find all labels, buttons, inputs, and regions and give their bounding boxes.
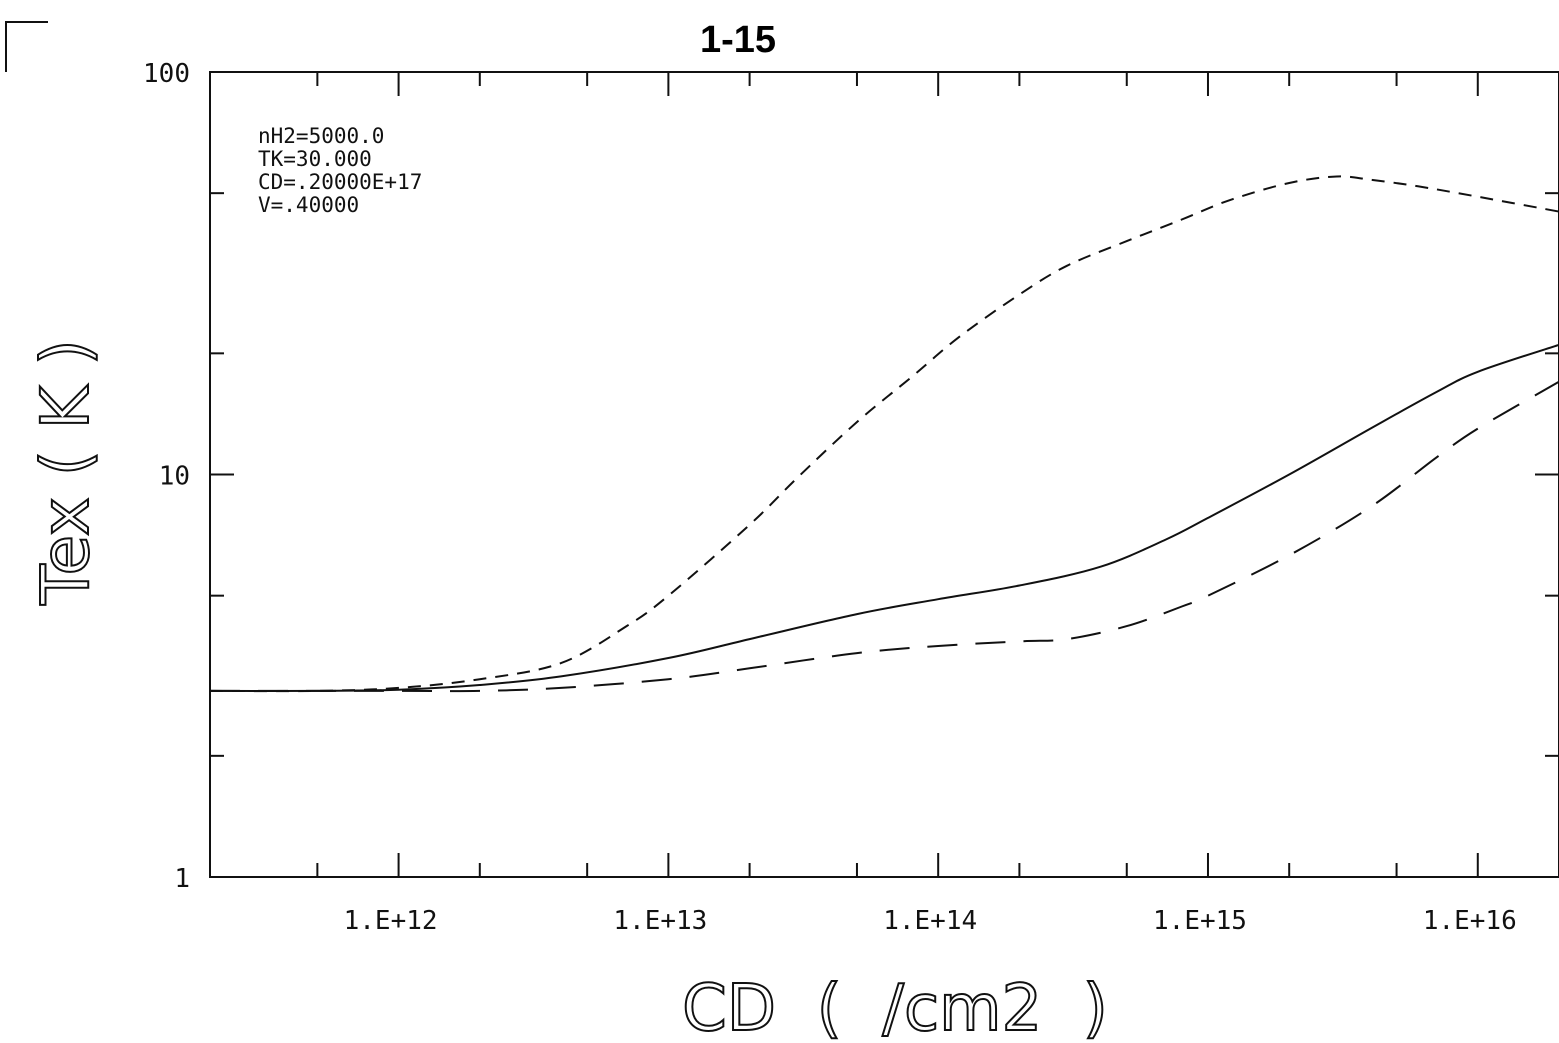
x-axis-title: CD ( /cm2 ) bbox=[682, 972, 1108, 1043]
series-line-long-dash bbox=[210, 380, 1559, 693]
parameter-annotations: nH2=5000.0 TK=30.000 CD=.20000E+17 V=.40… bbox=[258, 124, 422, 217]
annotation-v: V=.40000 bbox=[258, 193, 359, 217]
y-axis: 1 10 100 bbox=[143, 59, 1559, 894]
series-group bbox=[209, 175, 1559, 693]
annotation-cd: CD=.20000E+17 bbox=[258, 170, 422, 194]
x-axis: 1.E+12 1.E+13 1.E+14 1.E+15 1.E+16 bbox=[209, 72, 1559, 936]
x-tick-label: 1.E+13 bbox=[613, 906, 707, 936]
annotation-tk: TK=30.000 bbox=[258, 147, 372, 171]
x-tick-label: 1.E+12 bbox=[344, 906, 438, 936]
y-tick-label: 100 bbox=[143, 59, 190, 89]
x-tick-label: 1.E+14 bbox=[883, 906, 977, 936]
x-tick-label: 1.E+15 bbox=[1153, 906, 1247, 936]
page-mark: 1-15 bbox=[700, 19, 776, 61]
y-tick-label: 1 bbox=[174, 864, 190, 894]
y-tick-label: 10 bbox=[159, 462, 190, 492]
x-tick-label: 1.E+16 bbox=[1423, 906, 1517, 936]
annotation-nh2: nH2=5000.0 bbox=[258, 124, 384, 148]
corner-crop-mark bbox=[5, 21, 48, 72]
series-line-solid bbox=[209, 343, 1559, 692]
y-axis-title: Tex ( K ) bbox=[27, 339, 104, 605]
series-line-short-dash bbox=[209, 175, 1559, 693]
